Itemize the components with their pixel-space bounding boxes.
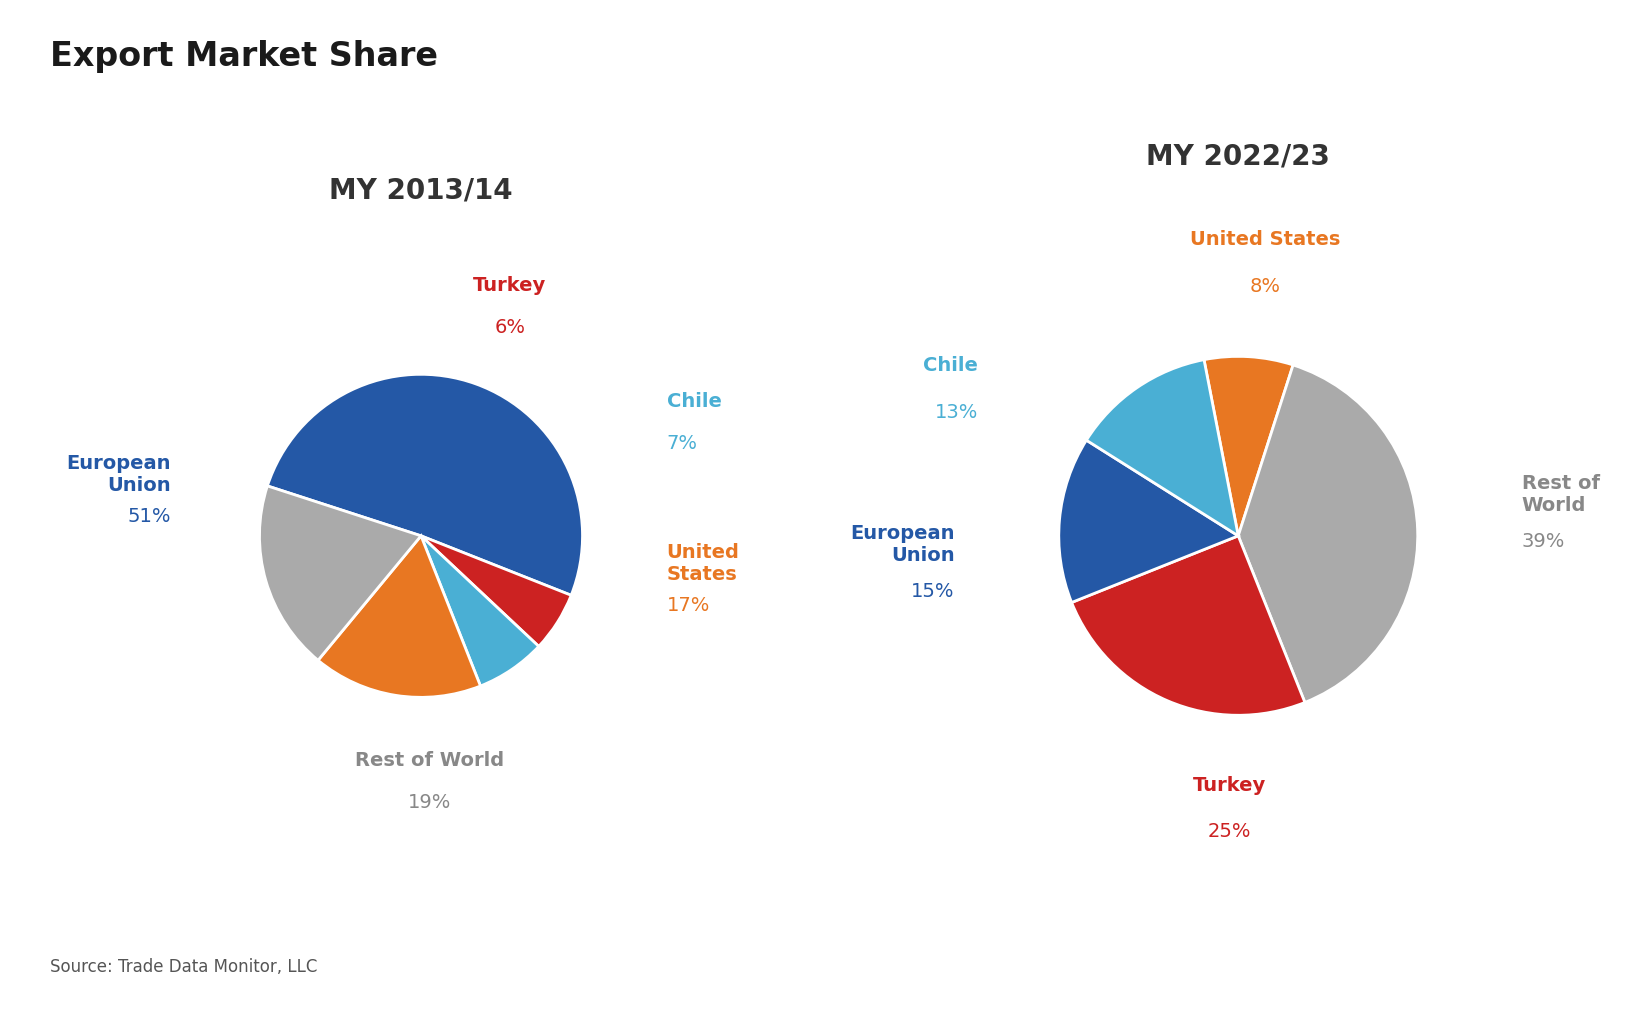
Title: MY 2013/14: MY 2013/14 <box>329 176 513 204</box>
Wedge shape <box>319 536 480 698</box>
Text: Export Market Share: Export Market Share <box>50 40 438 74</box>
Wedge shape <box>267 374 583 595</box>
Text: Chile: Chile <box>923 356 977 375</box>
Text: 6%: 6% <box>494 318 525 337</box>
Text: 7%: 7% <box>667 435 697 453</box>
Text: European
Union: European Union <box>66 454 170 495</box>
Text: United
States: United States <box>667 543 740 583</box>
Wedge shape <box>1238 365 1418 703</box>
Text: 13%: 13% <box>934 402 977 422</box>
Wedge shape <box>1058 440 1238 603</box>
Text: 8%: 8% <box>1250 277 1281 296</box>
Wedge shape <box>421 536 538 686</box>
Wedge shape <box>259 486 421 660</box>
Wedge shape <box>1086 360 1238 536</box>
Text: Rest of
World: Rest of World <box>1522 474 1600 515</box>
Title: MY 2022/23: MY 2022/23 <box>1146 143 1331 170</box>
Text: 17%: 17% <box>667 595 710 615</box>
Text: 19%: 19% <box>408 793 451 812</box>
Text: Source: Trade Data Monitor, LLC: Source: Trade Data Monitor, LLC <box>50 957 317 976</box>
Text: Turkey: Turkey <box>474 276 546 295</box>
Wedge shape <box>421 536 571 646</box>
Text: European
Union: European Union <box>850 525 954 565</box>
Wedge shape <box>1071 536 1304 715</box>
Text: Rest of World: Rest of World <box>355 751 504 769</box>
Text: 25%: 25% <box>1207 822 1251 841</box>
Text: United States: United States <box>1190 231 1341 250</box>
Text: 51%: 51% <box>127 507 170 526</box>
Wedge shape <box>1204 356 1293 536</box>
Text: 39%: 39% <box>1522 532 1565 551</box>
Text: 15%: 15% <box>911 582 954 601</box>
Text: Chile: Chile <box>667 392 721 411</box>
Text: Turkey: Turkey <box>1192 775 1266 795</box>
